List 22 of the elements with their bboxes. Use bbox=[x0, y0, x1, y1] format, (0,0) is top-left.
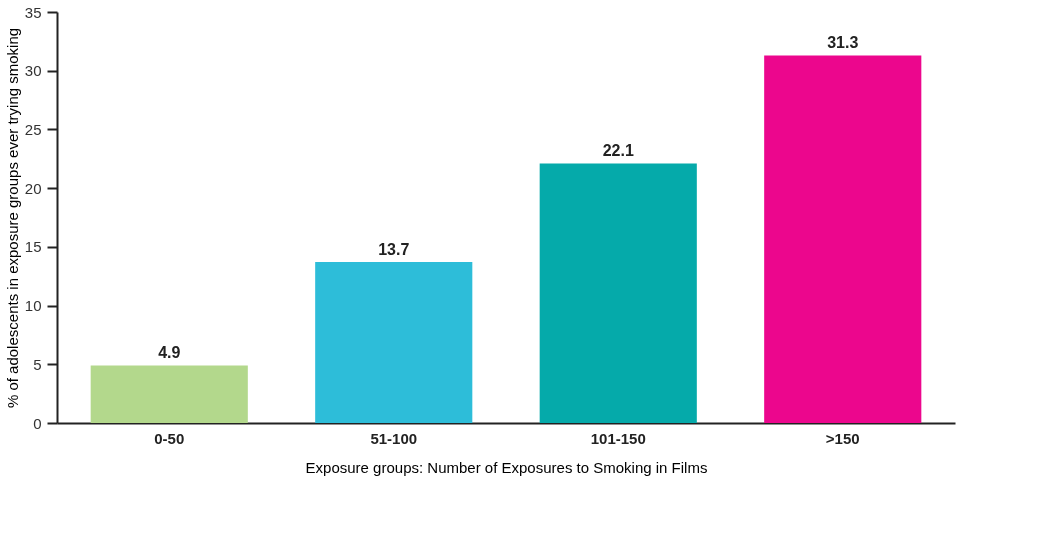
y-tick-label: 35 bbox=[24, 3, 42, 21]
x-tick-label: 0-50 bbox=[154, 429, 185, 447]
y-tick-label: 0 bbox=[33, 414, 42, 432]
y-tick-label: 10 bbox=[24, 297, 42, 315]
bar bbox=[539, 163, 697, 423]
data-label: 31.3 bbox=[827, 34, 859, 52]
x-tick-label: 101-150 bbox=[590, 429, 646, 447]
y-tick-label: 5 bbox=[33, 355, 42, 373]
bar bbox=[315, 262, 473, 423]
bar bbox=[90, 365, 248, 423]
y-tick-label: 20 bbox=[24, 179, 42, 197]
y-tick-label: 25 bbox=[24, 120, 42, 138]
x-tick-label: >150 bbox=[825, 429, 860, 447]
x-axis-title: Exposure groups: Number of Exposures to Smoking in Films bbox=[305, 458, 708, 476]
y-tick-label: 15 bbox=[24, 238, 42, 256]
data-label: 13.7 bbox=[378, 241, 410, 259]
bar bbox=[764, 55, 922, 423]
data-label: 22.1 bbox=[602, 142, 634, 160]
y-axis-title: % of adolescents in exposure groups ever trying smoking bbox=[3, 27, 21, 409]
data-label: 4.9 bbox=[158, 344, 181, 362]
x-tick-label: 51-100 bbox=[370, 429, 418, 447]
y-tick-label: 30 bbox=[24, 62, 42, 80]
